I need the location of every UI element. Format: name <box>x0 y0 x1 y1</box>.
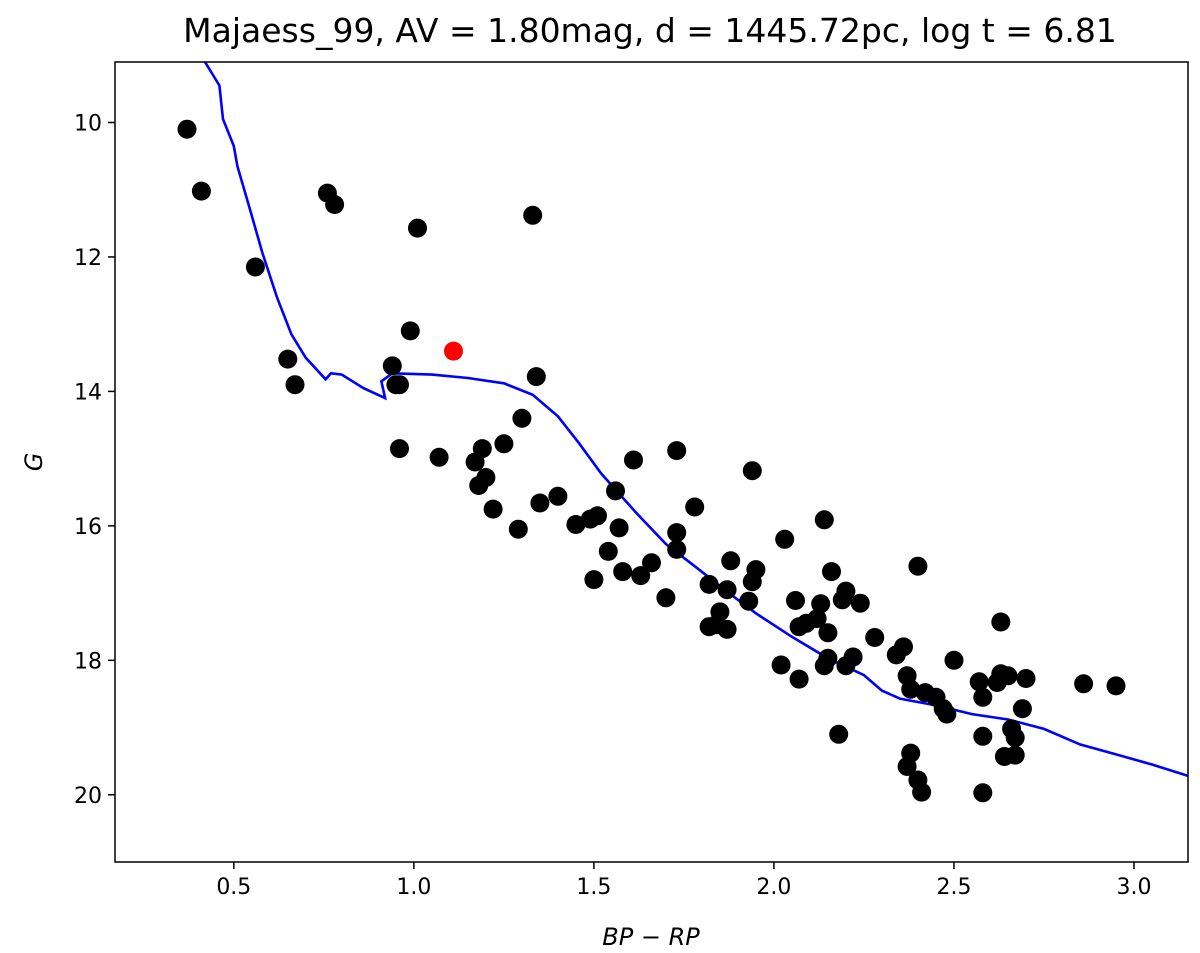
star-point <box>850 593 870 613</box>
star-point <box>667 523 687 543</box>
star-point <box>609 518 629 538</box>
star-point <box>908 556 928 576</box>
highlighted-star-point <box>444 341 463 361</box>
star-point <box>400 321 420 341</box>
star-point <box>814 510 834 530</box>
star-point <box>865 628 885 647</box>
star-point <box>829 724 849 744</box>
star-point <box>382 356 402 376</box>
star-point <box>717 580 737 600</box>
star-point <box>843 647 863 667</box>
x-tick-label: 3.0 <box>1116 875 1151 900</box>
star-point <box>285 375 305 395</box>
star-point <box>944 650 964 670</box>
star-point <box>894 637 913 657</box>
star-point <box>969 672 989 692</box>
y-tick-label: 20 <box>74 784 102 809</box>
star-point <box>530 493 550 513</box>
star-point <box>606 481 625 501</box>
star-point <box>717 619 737 639</box>
star-point <box>822 562 841 582</box>
star-point <box>613 562 633 582</box>
x-tick-label: 2.0 <box>756 875 791 900</box>
star-point <box>472 439 492 459</box>
star-point <box>973 726 993 746</box>
isochrone-line <box>203 62 1188 778</box>
star-point <box>483 499 503 519</box>
star-point <box>1106 676 1126 696</box>
y-tick-label: 10 <box>74 112 102 137</box>
star-point <box>973 783 993 803</box>
star-point <box>1005 745 1025 765</box>
star-point <box>710 602 730 622</box>
star-point <box>325 195 345 214</box>
star-point <box>1074 674 1094 694</box>
star-point <box>667 441 687 461</box>
x-axis-label: BP − RP <box>602 923 700 951</box>
star-point <box>771 655 791 675</box>
star-point <box>548 486 568 506</box>
star-point <box>901 743 921 763</box>
star-point <box>526 367 546 387</box>
star-point <box>789 669 809 689</box>
star-point <box>786 591 805 610</box>
star-point <box>598 541 618 561</box>
star-point <box>912 782 932 802</box>
star-point <box>624 450 643 470</box>
star-point <box>656 588 676 608</box>
star-point <box>775 529 795 549</box>
star-point <box>721 551 741 571</box>
star-point <box>818 648 838 668</box>
y-axis-label: G <box>20 453 48 472</box>
y-tick-label: 16 <box>74 515 102 540</box>
star-point <box>667 539 687 559</box>
star-point <box>584 570 604 590</box>
star-point <box>836 581 856 601</box>
x-tick-label: 0.5 <box>216 875 251 900</box>
star-point <box>811 594 831 614</box>
star-point <box>807 609 827 629</box>
star-point <box>429 447 449 467</box>
star-point <box>631 566 651 586</box>
star-point <box>991 612 1011 632</box>
star-point <box>937 704 957 724</box>
star-point <box>998 666 1018 686</box>
star-point <box>390 439 409 459</box>
star-point <box>566 515 586 534</box>
star-point <box>512 408 532 428</box>
star-point <box>642 553 661 573</box>
star-point <box>1012 699 1032 719</box>
star-point <box>973 687 993 707</box>
star-point <box>699 574 719 594</box>
y-tick-label: 14 <box>74 380 102 405</box>
star-point <box>408 218 427 238</box>
chart-title: Majaess_99, AV = 1.80mag, d = 1445.72pc,… <box>183 11 1117 50</box>
star-point <box>523 205 543 225</box>
star-point <box>390 375 409 395</box>
star-point <box>742 461 762 481</box>
plot-frame <box>114 61 1189 863</box>
star-point <box>278 349 298 369</box>
star-point <box>739 591 759 611</box>
star-point <box>901 679 921 699</box>
star-point <box>508 519 528 539</box>
x-tick-label: 1.5 <box>576 875 611 900</box>
x-tick-label: 1.0 <box>396 875 431 900</box>
star-point <box>685 497 705 517</box>
star-point <box>818 623 838 643</box>
star-point <box>245 257 265 277</box>
star-point <box>1005 728 1025 748</box>
star-point <box>494 434 514 454</box>
star-point <box>588 506 607 526</box>
x-tick-label: 2.5 <box>936 875 971 900</box>
star-point <box>191 181 211 201</box>
y-tick-label: 12 <box>74 246 102 271</box>
star-point <box>746 560 766 580</box>
star-point <box>476 468 496 487</box>
y-tick-label: 18 <box>74 649 102 674</box>
star-point <box>177 119 197 139</box>
star-point <box>1016 669 1036 688</box>
